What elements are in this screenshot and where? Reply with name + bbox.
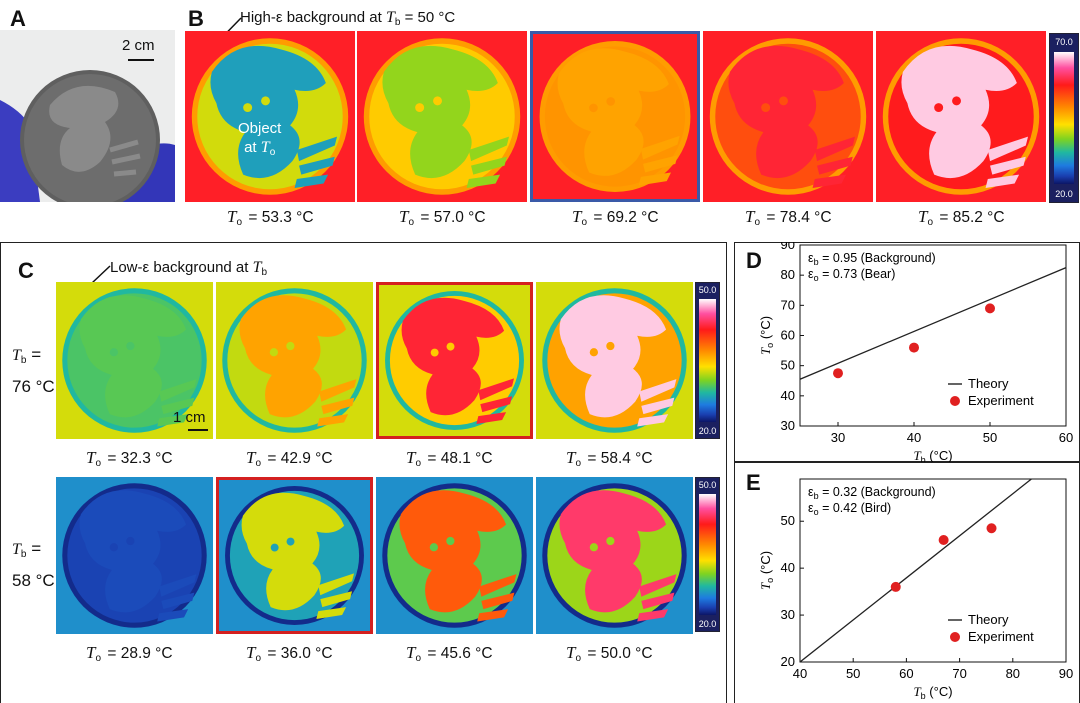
panel-d-label: D: [746, 248, 762, 273]
temp-caption-b-3: To = 69.2 °C: [572, 207, 659, 228]
thermal-image-c1-1: [56, 282, 213, 439]
d-yaxis-label: To (°C): [758, 316, 775, 355]
temp-caption-b-2: To = 57.0 °C: [399, 207, 486, 228]
e-ytick-label: 30: [781, 607, 795, 622]
thermal-image-b-3: [530, 31, 700, 202]
panel-e-label: E: [746, 470, 761, 495]
d-ytick-label: 90: [781, 242, 795, 252]
thermal-image-c1-3: [376, 282, 533, 439]
e-legend-theory: Theory: [968, 612, 1009, 627]
d-xtick-label: 30: [831, 430, 845, 445]
colorbar-c-row2: 50.0 20.0: [695, 477, 720, 632]
temp-caption-b-5: To = 85.2 °C: [918, 207, 1005, 228]
e-xtick-label: 70: [952, 666, 966, 681]
chart-e: 40 50 60 70 80 90 20 30 40 50 Tb (°C) To (°C) εb = 0…: [758, 478, 1073, 701]
e-yaxis-label: To (°C): [758, 551, 775, 590]
thermal-image-c2-2: [216, 477, 373, 634]
object-label: Object at To: [238, 120, 282, 158]
thermal-image-b-5: [876, 31, 1046, 202]
d-xtick-label: 40: [907, 430, 921, 445]
d-theory-line: [800, 267, 1066, 380]
thermal-image-c2-3: [376, 477, 533, 634]
thermal-image-b-2: [357, 31, 527, 202]
d-ytick-label: 70: [781, 297, 795, 312]
temp-caption-c2-3: To = 45.6 °C: [406, 643, 493, 664]
sample-photo: [0, 30, 175, 202]
e-xaxis-label: Tb (°C): [913, 684, 952, 701]
temp-caption-c1-4: To = 58.4 °C: [566, 448, 653, 469]
d-emissivity-note-2: εo = 0.73 (Bear): [808, 267, 895, 283]
e-xtick-label: 80: [1006, 666, 1020, 681]
thermal-image-b-1: [185, 31, 355, 202]
panel-b-annotation: High-ε background at Tb = 50 °C: [240, 9, 456, 28]
d-ytick-label: 50: [781, 358, 795, 373]
e-xtick-label: 40: [793, 666, 807, 681]
e-ytick-label: 40: [781, 560, 795, 575]
panel-a-label: A: [10, 6, 26, 31]
temp-caption-b-1: To = 53.3 °C: [227, 207, 314, 228]
e-emissivity-note-2: εo = 0.42 (Bird): [808, 501, 891, 517]
thermal-image-c2-4: [536, 477, 693, 634]
e-legend-experiment-swatch: [950, 632, 960, 642]
chart-d: 30 40 50 60 30 40 50 60 70 80 90 Tb (°C) To (°C) εb =…: [758, 242, 1073, 462]
temp-caption-c1-1: To = 32.3 °C: [86, 448, 173, 469]
d-legend-experiment-swatch: [950, 396, 960, 406]
thermal-image-c1-4: [536, 282, 693, 439]
e-xtick-label: 50: [846, 666, 860, 681]
row1-tb-label: Tb = 76 °C: [12, 345, 55, 396]
d-experiment-point: [833, 368, 843, 379]
e-legend-experiment: Experiment: [968, 629, 1034, 644]
e-ytick-label: 50: [781, 513, 795, 528]
d-legend-experiment: Experiment: [968, 393, 1034, 408]
d-xtick-label: 60: [1059, 430, 1073, 445]
thermal-image-b-4: [703, 31, 873, 202]
panel-b-label: B: [188, 6, 204, 31]
temp-caption-c2-1: To = 28.9 °C: [86, 643, 173, 664]
colorbar-b: 70.0 20.0: [1049, 33, 1079, 203]
e-experiment-point: [986, 523, 997, 534]
d-ytick-label: 80: [781, 267, 795, 282]
e-emissivity-note-1: εb = 0.32 (Background): [808, 485, 936, 501]
scale-bar-a: [128, 59, 154, 61]
d-xaxis-label: Tb (°C): [913, 448, 952, 462]
temp-caption-c2-2: To = 36.0 °C: [246, 643, 333, 664]
e-ytick-label: 20: [781, 654, 795, 669]
colorbar-c-row1: 50.0 20.0: [695, 282, 720, 439]
d-ytick-label: 60: [781, 328, 795, 343]
e-experiment-point: [938, 535, 949, 545]
panel-c-label: C: [18, 258, 34, 283]
temp-caption-b-4: To = 78.4 °C: [745, 207, 832, 228]
e-experiment-point: [890, 581, 901, 592]
scale-bar-c: [188, 429, 208, 431]
thermal-image-c1-2: [216, 282, 373, 439]
e-xtick-label: 90: [1059, 666, 1073, 681]
d-experiment-point: [985, 303, 995, 314]
d-ytick-label: 40: [781, 388, 795, 403]
scale-bar-a-label: 2 cm: [122, 37, 155, 54]
panel-c-annotation: Low-ε background at Tb: [110, 259, 268, 278]
temp-caption-c1-2: To = 42.9 °C: [246, 448, 333, 469]
temp-caption-c2-4: To = 50.0 °C: [566, 643, 653, 664]
d-legend-theory: Theory: [968, 376, 1009, 391]
thermal-image-c2-1: [56, 477, 213, 634]
temp-caption-c1-3: To = 48.1 °C: [406, 448, 493, 469]
e-plot-area: [799, 478, 1067, 663]
panel-c-frame: [0, 242, 727, 703]
e-xtick-label: 60: [899, 666, 913, 681]
d-experiment-point: [909, 342, 919, 353]
row2-tb-label: Tb = 58 °C: [12, 539, 55, 590]
scale-bar-c-label: 1 cm: [173, 409, 206, 426]
e-theory-line: [800, 479, 1032, 662]
d-xtick-label: 50: [983, 430, 997, 445]
d-emissivity-note-1: εb = 0.95 (Background): [808, 251, 936, 267]
d-ytick-label: 30: [781, 418, 795, 433]
